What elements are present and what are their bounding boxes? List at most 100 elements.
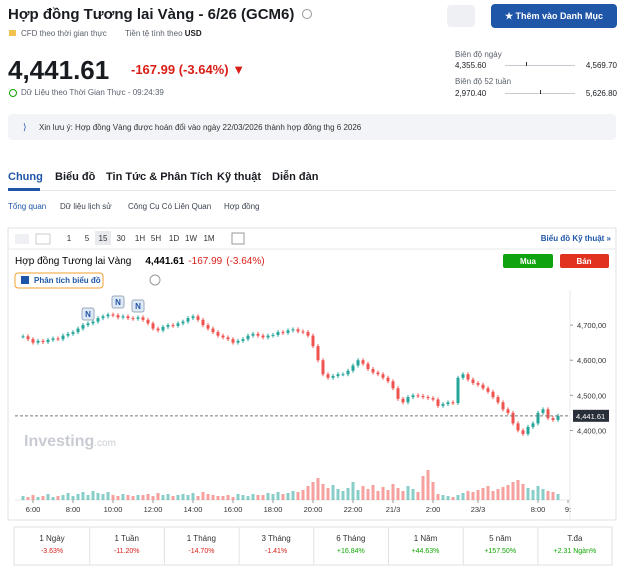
volume-bar — [21, 496, 25, 500]
volume-bar — [451, 497, 455, 500]
x-tick-label: 2:00 — [426, 505, 441, 514]
interval-button[interactable]: 1 — [67, 234, 72, 243]
candle — [421, 396, 425, 398]
subtab[interactable]: Công Cụ Có Liên Quan — [128, 202, 212, 211]
candle — [346, 370, 350, 375]
volume-bar — [171, 496, 175, 500]
candle — [461, 374, 465, 378]
change-abs: -167.99 — [131, 62, 176, 77]
candle — [526, 426, 530, 434]
volume-bar — [286, 493, 290, 500]
candle — [516, 423, 520, 431]
candle — [121, 316, 125, 318]
candle — [341, 374, 345, 376]
alert-button[interactable] — [447, 5, 475, 27]
interval-button[interactable]: 5H — [151, 234, 161, 243]
performance-period: 3 Tháng — [261, 534, 290, 543]
tab[interactable]: Biểu đồ — [55, 171, 96, 183]
candle — [226, 337, 230, 340]
volume-bar — [136, 495, 140, 500]
performance-value: -3.63% — [41, 548, 63, 555]
volume-bar — [351, 482, 355, 500]
x-tick-label: 14:00 — [184, 505, 203, 514]
interval-button[interactable]: 15 — [99, 234, 108, 243]
info-icon[interactable] — [302, 9, 312, 19]
volume-bar — [166, 494, 170, 500]
tab[interactable]: Tin Tức & Phân Tích — [106, 171, 213, 183]
volume-bar — [456, 495, 460, 500]
candle — [481, 384, 485, 389]
buy-button[interactable] — [503, 254, 553, 268]
interval-button[interactable]: 1W — [185, 234, 197, 243]
tech-chart-link[interactable]: Biểu đồ Kỹ thuật » — [541, 234, 612, 243]
volume-bar — [51, 497, 55, 500]
tab[interactable]: Diễn đàn — [272, 171, 319, 183]
candle — [506, 409, 510, 413]
x-tick-label: 8:00 — [531, 505, 546, 514]
year-high: 5,626.80 — [585, 89, 617, 98]
candle — [466, 374, 470, 380]
interval-button[interactable]: 1M — [203, 234, 214, 243]
cfd-icon — [9, 30, 16, 36]
indicator-button[interactable] — [231, 232, 245, 245]
subtab[interactable]: Dữ liệu lịch sử — [60, 202, 112, 211]
candle — [311, 335, 315, 347]
y-tick-label: 4,500,00 — [577, 391, 606, 400]
volume-bar — [541, 489, 545, 500]
candle — [471, 379, 475, 384]
volume-bar — [506, 485, 510, 500]
info-icon[interactable] — [149, 274, 161, 286]
interval-button[interactable]: 1D — [169, 234, 179, 243]
candle — [551, 418, 555, 420]
candle — [186, 318, 190, 322]
candle — [326, 374, 330, 378]
subtab[interactable]: Hợp đồng — [224, 202, 260, 211]
news-marker[interactable] — [81, 307, 95, 321]
volume-bar — [371, 485, 375, 500]
sell-label: Bán — [576, 257, 591, 266]
candle — [111, 314, 115, 316]
analysis-button[interactable] — [14, 272, 104, 289]
notice: Xin lưu ý: Hợp đồng Vàng được hoán đổi v… — [39, 123, 362, 132]
year-range-marker — [540, 90, 541, 94]
interval-button[interactable]: 5 — [85, 234, 90, 243]
subtab[interactable]: Tổng quan — [8, 202, 47, 211]
volume-bar — [526, 488, 530, 500]
volume-bar — [376, 491, 380, 500]
candle — [61, 335, 65, 340]
candle — [261, 335, 265, 338]
candle — [231, 339, 235, 343]
interval-button[interactable]: 1H — [135, 234, 145, 243]
candle — [426, 397, 430, 399]
performance-period: 1 Năm — [414, 534, 438, 543]
volume-bar — [346, 488, 350, 500]
volume-bar — [56, 496, 60, 500]
candle — [166, 325, 170, 327]
volume-bar — [486, 486, 490, 500]
volume-bar — [216, 496, 220, 500]
candle — [286, 330, 290, 333]
volume-bar — [331, 485, 335, 500]
news-marker[interactable] — [131, 299, 145, 313]
volume-bar — [406, 486, 410, 500]
sell-button[interactable] — [560, 254, 609, 268]
tab[interactable]: Chung — [8, 171, 43, 183]
volume-bar — [441, 495, 445, 500]
interval-button[interactable]: 30 — [117, 234, 126, 243]
area-type-button[interactable] — [35, 233, 51, 245]
candle-type-button[interactable] — [15, 234, 29, 244]
candle — [546, 409, 550, 419]
volume-bar — [536, 486, 540, 500]
candle — [301, 331, 305, 333]
tab[interactable]: Kỹ thuật — [217, 171, 261, 183]
candle — [211, 328, 215, 333]
news-marker[interactable] — [111, 295, 125, 309]
candle — [126, 316, 130, 319]
candle — [106, 314, 110, 317]
x-tick-label: 8:00 — [66, 505, 81, 514]
candle — [71, 332, 75, 334]
watchlist-button[interactable]: ★ Thêm vào Danh Mục — [491, 4, 617, 28]
candle — [66, 333, 70, 336]
volume-bar — [176, 495, 180, 500]
